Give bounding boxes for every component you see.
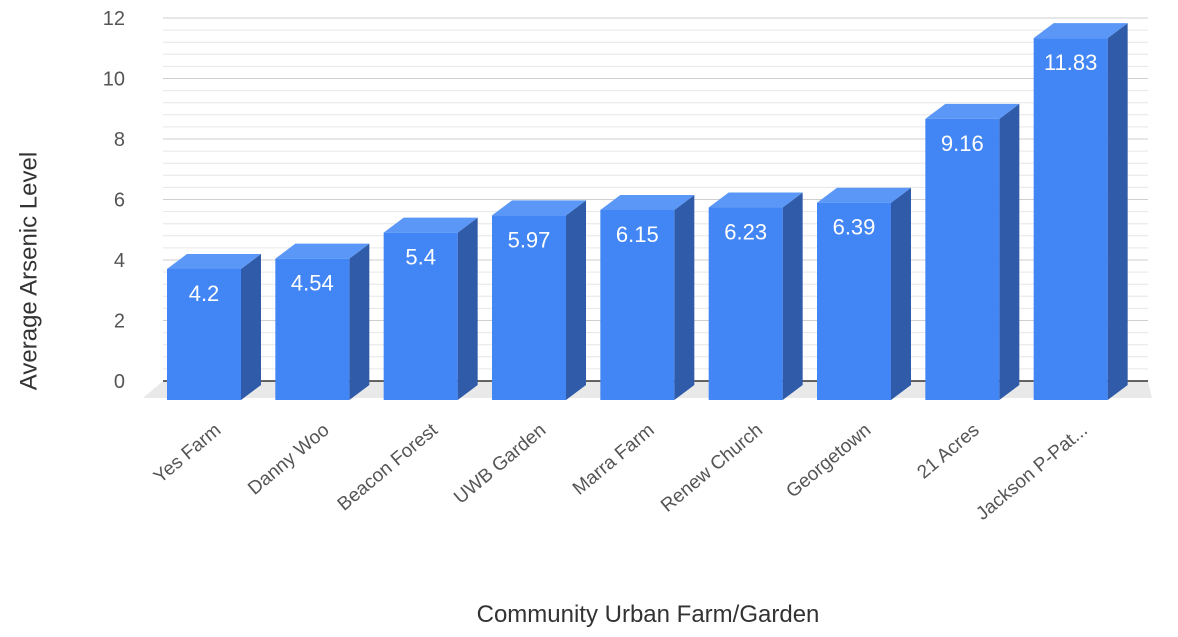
bar-side bbox=[891, 187, 911, 400]
bar bbox=[708, 192, 803, 400]
bar-top bbox=[492, 200, 586, 216]
bar-front bbox=[383, 232, 458, 400]
data-label: 6.39 bbox=[833, 215, 876, 240]
data-labels: 4.2 4.54 5.4 5.97 6.15 6.23 6.39 9.16 11.83 bbox=[189, 50, 1098, 306]
data-label: 4.2 bbox=[189, 281, 220, 306]
y-axis-ticks: 0 2 4 6 8 10 12 bbox=[103, 8, 125, 393]
bar-front bbox=[708, 207, 783, 400]
bar-top bbox=[600, 194, 695, 210]
data-label: 5.4 bbox=[405, 245, 436, 270]
x-category-label: 21 Acres bbox=[913, 420, 983, 484]
bar-front bbox=[925, 118, 1000, 400]
bar bbox=[275, 243, 370, 400]
x-category-label: Marra Farm bbox=[569, 420, 659, 500]
x-category-label: Georgetown bbox=[782, 420, 875, 503]
bar bbox=[1033, 23, 1128, 401]
bar-side bbox=[1107, 23, 1128, 401]
bar-top bbox=[817, 187, 911, 203]
bar bbox=[167, 253, 261, 400]
x-category-label: Renew Church bbox=[657, 420, 767, 517]
bar-front bbox=[492, 215, 566, 400]
bar bbox=[492, 200, 586, 400]
data-label: 9.16 bbox=[941, 131, 984, 156]
y-tick-label: 12 bbox=[103, 8, 125, 30]
bar bbox=[925, 103, 1020, 400]
x-category-label: Danny Woo bbox=[244, 420, 333, 500]
data-label: 6.23 bbox=[724, 220, 767, 245]
y-tick-label: 2 bbox=[114, 311, 125, 333]
bar-side bbox=[457, 217, 478, 400]
bar-side bbox=[241, 253, 261, 400]
bar-side bbox=[349, 243, 370, 400]
bar-top bbox=[383, 217, 478, 233]
bar-front bbox=[167, 268, 241, 400]
data-label: 11.83 bbox=[1044, 50, 1097, 75]
bar-top bbox=[275, 243, 370, 259]
x-axis-categories: Yes Farm Danny Woo Beacon Forest UWB Garden… bbox=[150, 419, 1092, 524]
bar-top bbox=[708, 192, 803, 208]
y-tick-label: 0 bbox=[114, 371, 125, 393]
bars bbox=[167, 23, 1128, 401]
bar-front bbox=[600, 209, 675, 400]
bar bbox=[383, 217, 478, 400]
bar-front bbox=[275, 258, 350, 400]
y-axis-title: Average Arsenic Level bbox=[15, 152, 42, 390]
x-category-label: Yes Farm bbox=[150, 420, 225, 488]
bar-top bbox=[1033, 23, 1128, 39]
bar-top bbox=[925, 103, 1020, 119]
bar bbox=[600, 194, 695, 400]
x-axis-title: Community Urban Farm/Garden bbox=[477, 601, 820, 628]
bar-side bbox=[782, 192, 803, 400]
y-tick-label: 6 bbox=[114, 190, 125, 212]
data-label: 4.54 bbox=[291, 271, 334, 296]
bar bbox=[817, 187, 911, 400]
y-tick-label: 8 bbox=[114, 129, 125, 151]
bar-side bbox=[674, 194, 695, 400]
x-category-label: Jackson P-Pat... bbox=[972, 420, 1091, 525]
bar-side bbox=[999, 103, 1020, 400]
bar-top bbox=[167, 253, 261, 269]
data-label: 5.97 bbox=[508, 227, 551, 252]
bar-side bbox=[566, 200, 586, 400]
data-label: 6.15 bbox=[616, 222, 659, 247]
bar-front bbox=[1033, 38, 1108, 401]
x-category-label: UWB Garden bbox=[450, 420, 550, 509]
bar-front bbox=[817, 202, 891, 400]
x-category-label: Beacon Forest bbox=[334, 419, 443, 515]
y-tick-label: 10 bbox=[103, 69, 125, 91]
y-tick-label: 4 bbox=[114, 250, 125, 272]
